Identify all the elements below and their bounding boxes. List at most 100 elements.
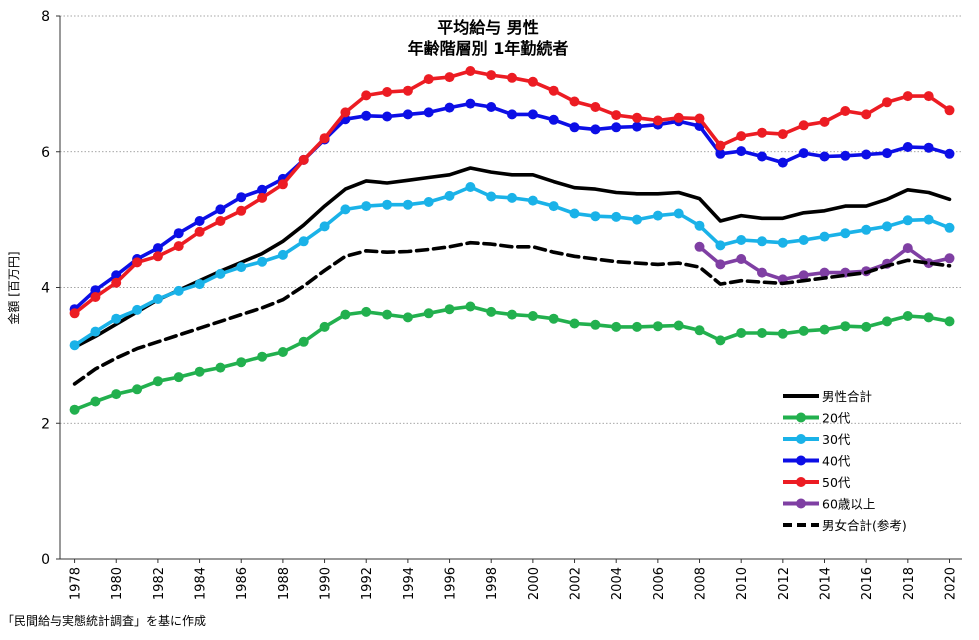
data-point: [694, 241, 705, 252]
data-point: [819, 267, 830, 278]
x-tick-label: 1992: [360, 567, 375, 600]
data-point: [423, 308, 434, 319]
data-point: [152, 251, 163, 262]
x-tick-label: 1996: [444, 567, 459, 600]
data-point: [548, 85, 559, 96]
data-point: [194, 279, 205, 290]
legend-marker: [796, 455, 806, 466]
data-point: [319, 221, 330, 232]
data-point: [861, 149, 872, 160]
data-point: [194, 226, 205, 237]
data-point: [882, 148, 892, 159]
data-point: [319, 133, 330, 144]
data-point: [944, 316, 955, 327]
data-point: [257, 256, 268, 267]
data-point: [902, 142, 913, 152]
data-point: [215, 268, 226, 279]
x-tick-label: 1990: [319, 567, 334, 600]
data-point: [361, 306, 372, 317]
data-point: [361, 110, 372, 121]
data-point: [507, 72, 517, 83]
data-point: [257, 184, 268, 195]
data-point: [111, 277, 122, 288]
data-point: [319, 321, 330, 332]
data-point: [152, 243, 163, 254]
data-point: [902, 215, 913, 226]
data-point: [361, 201, 372, 212]
legend-label: 60歳以上: [822, 497, 875, 512]
data-point: [257, 192, 268, 203]
y-axis-label: 金額 [百万円]: [6, 251, 21, 324]
data-point: [819, 116, 830, 127]
x-tick-label: 1980: [110, 567, 125, 600]
legend-marker: [796, 412, 806, 423]
x-tick-label: 2012: [777, 567, 792, 600]
data-point: [923, 312, 934, 323]
data-point: [798, 148, 809, 159]
data-point: [173, 241, 184, 252]
data-point: [423, 107, 434, 118]
data-point: [111, 389, 122, 400]
data-point: [69, 308, 80, 319]
data-point: [715, 240, 726, 251]
data-point: [611, 122, 622, 133]
data-point: [798, 235, 809, 245]
x-tick-label: 2000: [527, 567, 542, 600]
data-point: [777, 237, 788, 248]
y-tick-label: 0: [41, 552, 50, 568]
data-point: [444, 304, 455, 315]
series-1: [69, 301, 955, 415]
data-point: [444, 72, 455, 83]
data-point: [652, 321, 663, 332]
data-point: [382, 309, 393, 320]
data-point: [590, 319, 601, 330]
data-point: [173, 285, 184, 296]
data-point: [465, 98, 476, 109]
data-point: [465, 66, 476, 76]
data-point: [757, 267, 767, 278]
data-point: [736, 254, 747, 264]
legend-label: 男性合計: [822, 389, 872, 404]
data-point: [527, 195, 538, 206]
legend-marker: [796, 498, 806, 509]
x-tick-label: 2018: [902, 567, 917, 600]
x-tick-label: 1978: [69, 567, 84, 600]
axes: 0 2 4 6 8 1978 1980 1982 1984 1986 1988 1990 1992 199…: [41, 9, 962, 600]
data-point: [382, 111, 393, 122]
data-point: [757, 328, 767, 338]
data-point: [569, 122, 580, 133]
data-point: [298, 236, 309, 247]
x-tick-label: 1982: [152, 567, 167, 600]
data-point: [757, 151, 767, 162]
data-point: [90, 396, 101, 407]
data-point: [840, 106, 851, 116]
y-tick-label: 8: [41, 9, 50, 25]
data-point: [632, 321, 642, 332]
data-point: [569, 96, 580, 107]
data-point: [819, 231, 830, 242]
legend-item: 50代: [783, 475, 851, 490]
legend-item: 男女合計(参考): [783, 518, 907, 533]
data-point: [132, 257, 143, 268]
data-point: [923, 214, 934, 225]
data-point: [840, 150, 851, 161]
data-point: [152, 294, 163, 304]
data-point: [590, 102, 601, 112]
y-tick-label: 6: [41, 145, 50, 161]
data-point: [382, 199, 393, 210]
data-point: [861, 321, 872, 332]
series-4: [69, 66, 955, 319]
data-point: [402, 109, 413, 120]
data-point: [402, 85, 413, 96]
data-point: [132, 384, 143, 395]
data-point: [611, 211, 622, 222]
data-point: [132, 304, 143, 315]
data-point: [257, 351, 268, 362]
data-point: [486, 70, 497, 81]
legend-item: 60歳以上: [783, 497, 875, 512]
data-point: [840, 321, 851, 332]
data-point: [736, 131, 747, 142]
data-point: [882, 221, 892, 232]
data-point: [694, 325, 705, 336]
